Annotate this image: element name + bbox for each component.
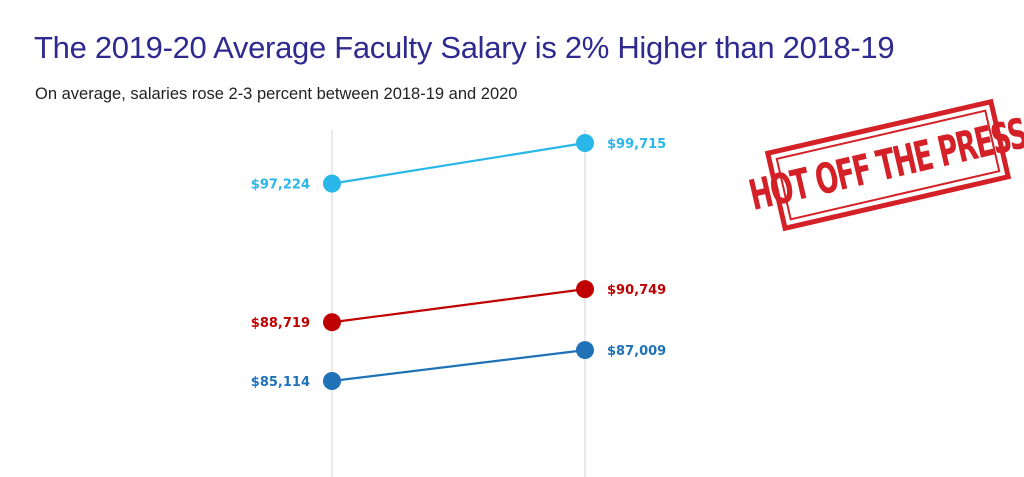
chart-title: The 2019-20 Average Faculty Salary is 2%… [34,30,895,65]
series-line-0 [331,141,586,185]
data-label-2-1: $87,009 [607,344,666,359]
data-label-1-0: $88,719 [251,316,310,331]
chart-subtitle: On average, salaries rose 2-3 percent be… [35,85,518,103]
series-line-1 [331,288,586,324]
data-label-2-0: $85,114 [251,375,310,390]
data-point-0-0 [323,174,341,193]
data-label-1-1: $90,749 [607,283,666,298]
data-label-0-0: $97,224 [251,178,310,193]
data-point-2-1 [576,341,594,360]
data-label-0-1: $99,715 [607,137,666,152]
data-point-0-1 [576,134,594,152]
data-point-1-1 [576,280,594,299]
series-line-2 [331,349,586,383]
data-point-1-0 [323,313,341,332]
data-point-2-0 [323,372,341,390]
